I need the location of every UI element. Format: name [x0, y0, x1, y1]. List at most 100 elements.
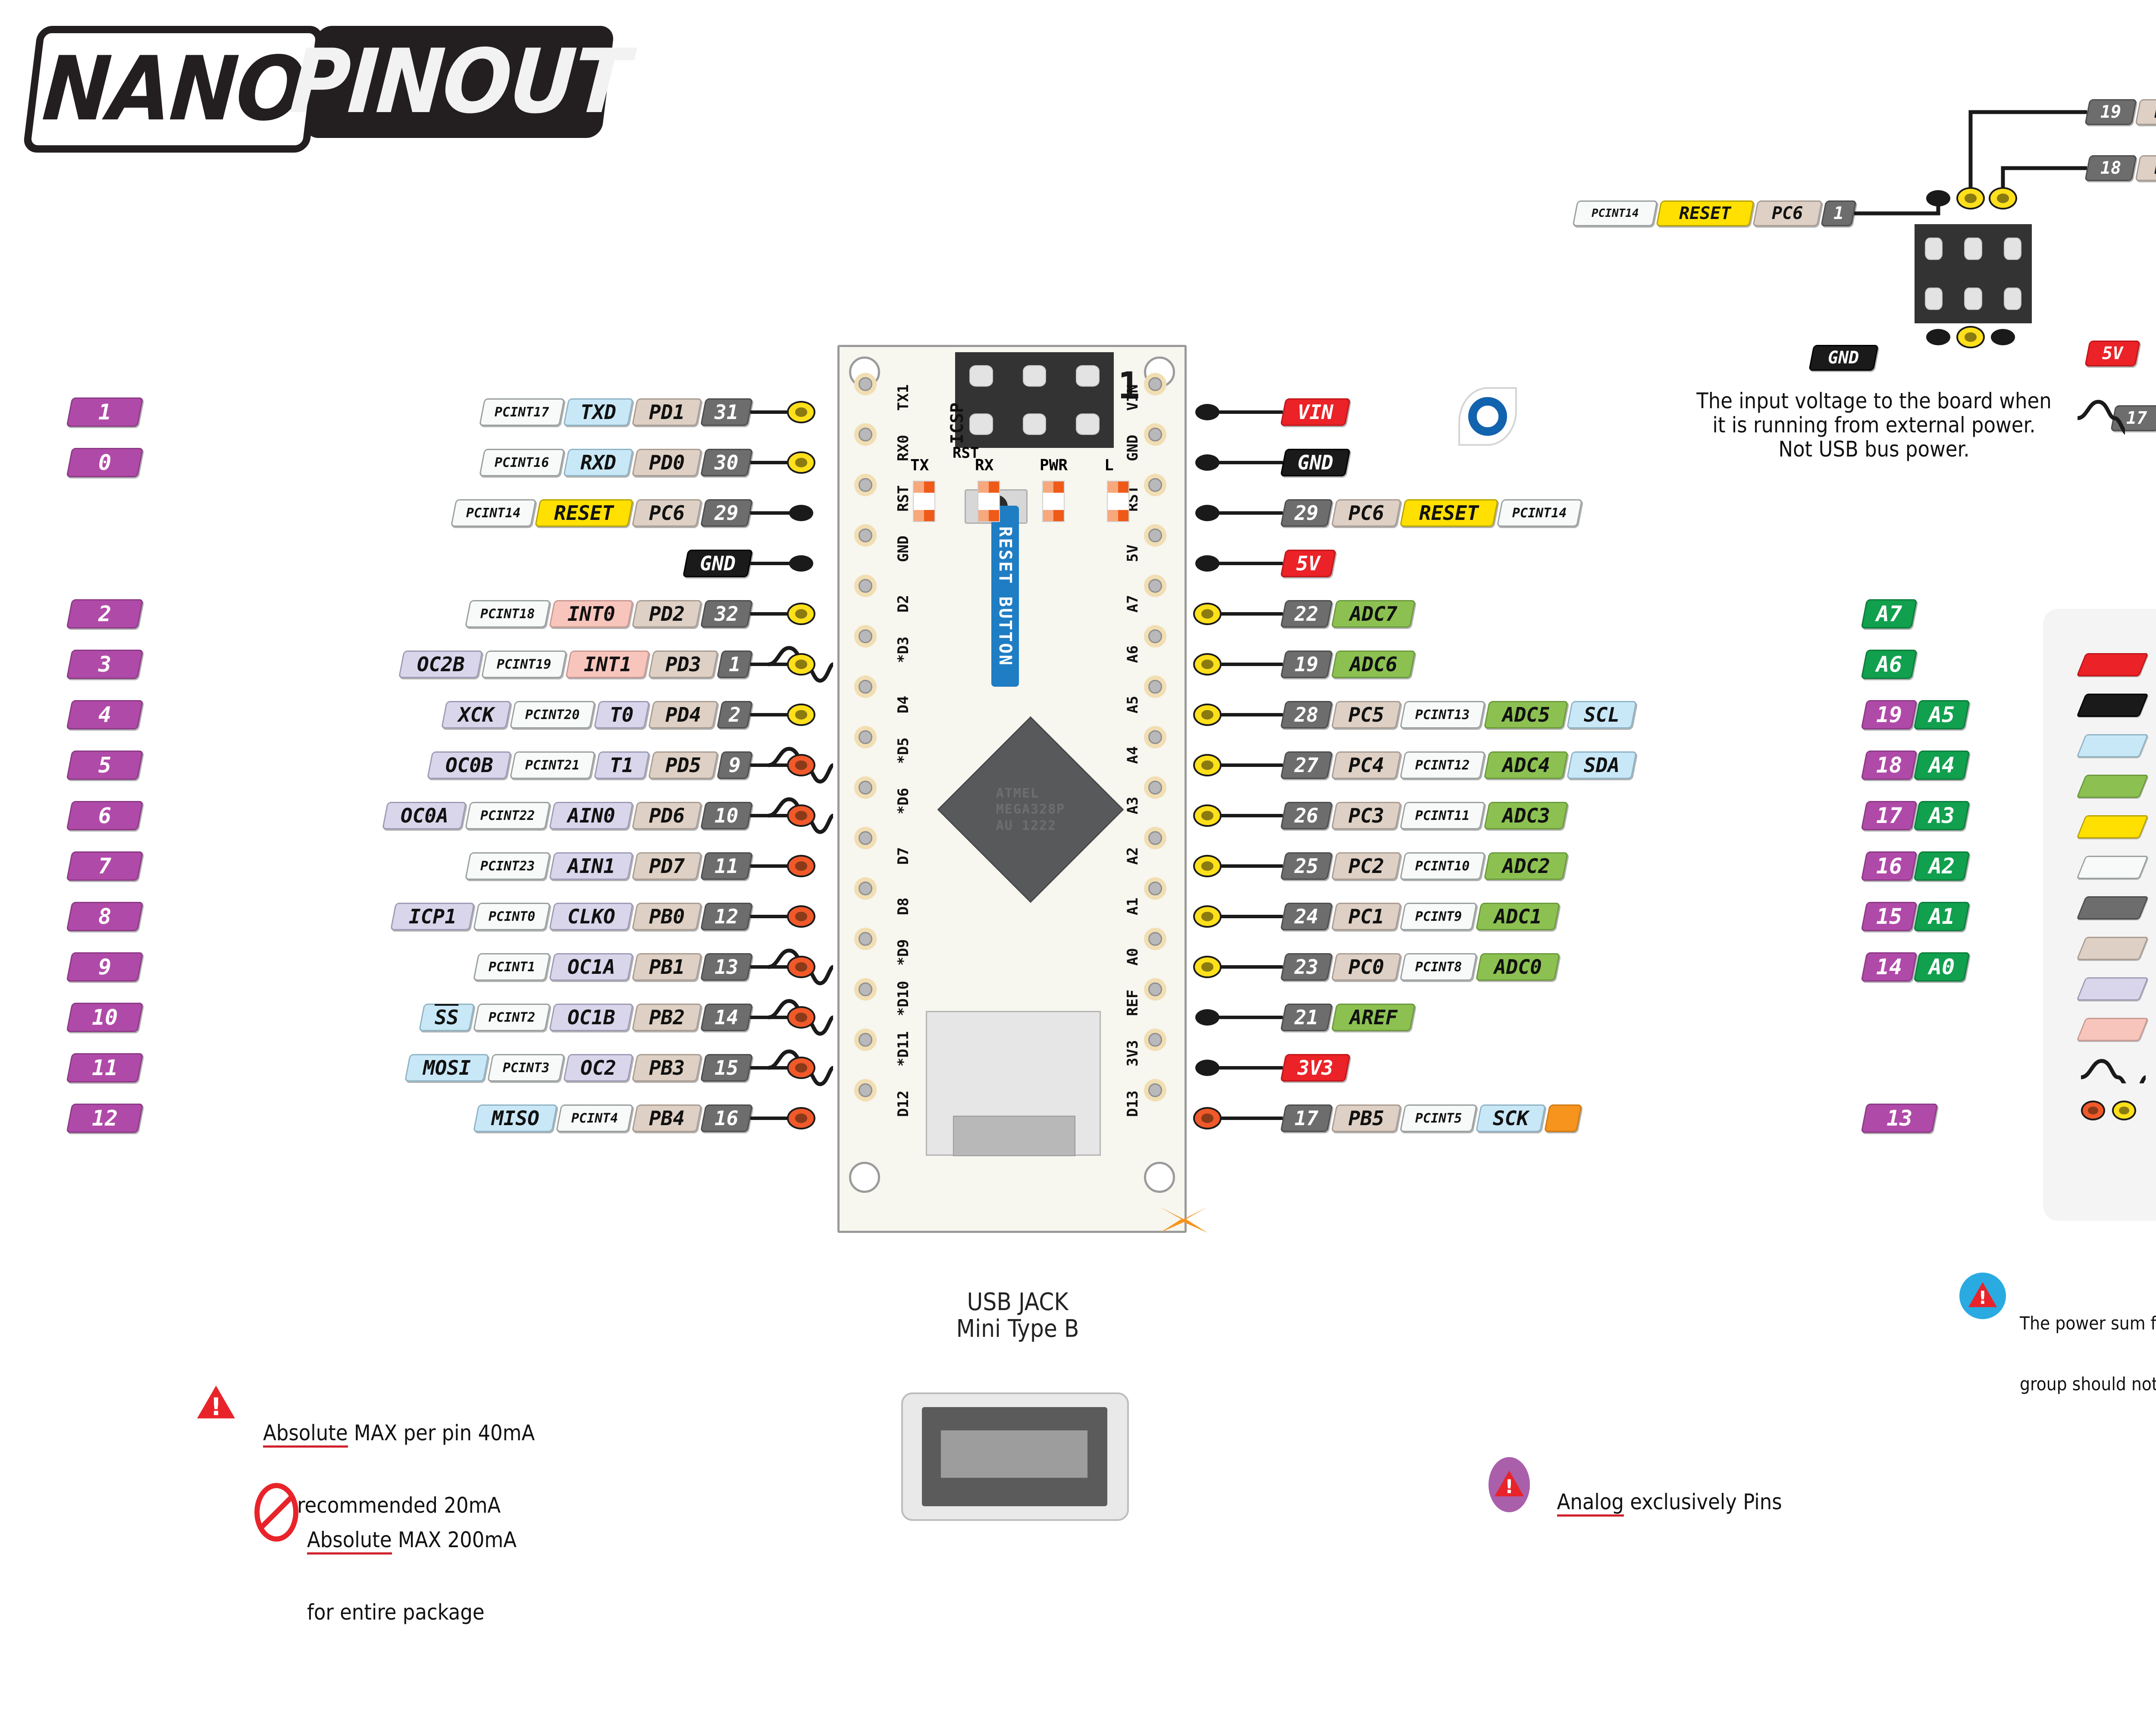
pin-tag-pcint17: PCINT17 [479, 398, 565, 426]
pin-tag-pcint4: PCINT4 [555, 1104, 634, 1132]
pin-tag-pb4: PB4 [631, 1104, 702, 1132]
pin-tag-vin: VIN [1280, 398, 1351, 426]
pin-tag-pcint3: PCINT3 [487, 1054, 565, 1082]
pin-tag-pcint13: PCINT13 [1399, 701, 1486, 729]
pin-tag-pcint19: PCINT19 [481, 651, 567, 678]
pin-tag-pc6: PC6 [1752, 200, 1823, 226]
pin-tag-oc0a: OC0A [382, 802, 467, 829]
mount-hole-br [1144, 1162, 1175, 1193]
connector-line [750, 864, 801, 868]
analog-pin-badge-A6: A6 [1861, 650, 1918, 679]
warning-triangle-icon-1 [195, 1375, 237, 1432]
vin-note-line-3: Not USB bus power. [1778, 437, 1970, 462]
digital-pin-badge-12: 12 [66, 1104, 144, 1133]
warning-circle-powersum [1959, 1273, 2006, 1319]
pad-orange [787, 956, 815, 978]
pad-yellow [1956, 187, 1985, 210]
connector-line [1207, 864, 1283, 868]
board-pad-left-D11 [854, 1029, 877, 1051]
pin-tag-aref: AREF [1331, 1004, 1416, 1031]
board-pad-left-GND [854, 524, 877, 547]
pin-tag-pcint20: PCINT20 [509, 701, 596, 729]
board-label-right-5V: 5V [1124, 544, 1141, 562]
arduino-nano-board: ICSP 1 ATMEL MEGA328P AU 1222 RESET BUTTON… [837, 345, 1187, 1233]
power-sum-line1: The power sum for each pin’s [2020, 1313, 2156, 1334]
pad-yellow [1193, 603, 1222, 625]
usb-jack-line1: USB JACK [967, 1288, 1069, 1316]
legend-row-power: Power [2076, 652, 2156, 678]
pin-tag-pc2: PC2 [1331, 852, 1402, 880]
pin-tag-31: 31 [700, 398, 753, 426]
legend-pad-orange [2081, 1101, 2105, 1120]
board-pad-left-D9 [854, 928, 877, 950]
board-rst-label: RST [953, 444, 979, 462]
pad-yellow [1193, 905, 1222, 928]
board-label-right-A4: A4 [1124, 746, 1141, 764]
pad-black [1926, 190, 1950, 206]
pad-yellow [1193, 804, 1222, 827]
board-pad-right-VIN [1144, 373, 1166, 395]
pin-tag-mosi: MOSI [404, 1054, 489, 1082]
pwm-wave-icon [2078, 400, 2125, 435]
analog-pin-badge-13: 13 [1861, 1104, 1938, 1133]
pin-tag-pcint22: PCINT22 [464, 802, 551, 829]
pin-tag-14: 14 [700, 1004, 753, 1031]
connector-line [1207, 1016, 1283, 1019]
connector-line [1207, 461, 1283, 464]
board-label-left-D4: D4 [895, 696, 912, 713]
connector-line [750, 461, 801, 464]
pad-yellow [787, 451, 815, 474]
prohibited-icon [254, 1483, 298, 1542]
connector-line [1207, 1117, 1283, 1120]
pad-yellow [1956, 326, 1985, 348]
pin-tag-pcint9: PCINT9 [1399, 903, 1478, 930]
connector-line [1207, 763, 1283, 767]
connector-line [1207, 562, 1283, 565]
legend-swatch [2076, 653, 2149, 676]
pin-tag-reset: RESET [534, 499, 634, 527]
pwm-wave-icon [2081, 1059, 2146, 1083]
pin-tag-int0: INT0 [548, 600, 634, 628]
board-label-right-A0: A0 [1124, 948, 1141, 966]
pin-tag-pcint10: PCINT10 [1399, 852, 1486, 880]
pin-tag-18: 18 [2084, 155, 2137, 181]
max-per-pin-line2: recommended 20mA [297, 1493, 501, 1518]
pin-tag-2: 2 [716, 701, 753, 729]
digital-pin-badge-6: 6 [66, 801, 144, 830]
pin-tag-adc3: ADC3 [1483, 802, 1569, 829]
reset-button-callout: RESET BUTTON [991, 506, 1019, 687]
max-package-note: Absolute MAX 200mA for entire package [307, 1480, 517, 1648]
legend-swatch [2076, 694, 2149, 717]
board-label-right-A2: A2 [1124, 847, 1141, 865]
pad-black [1991, 329, 2015, 345]
board-label-right-A6: A6 [1124, 645, 1141, 663]
board-label-right-A7: A7 [1124, 595, 1141, 613]
pin-tag-pd5: PD5 [648, 751, 719, 779]
usb-jack-contacts [941, 1430, 1087, 1478]
pad-yellow [1989, 187, 2017, 210]
digital-alias-badge-19: 19 [1861, 700, 1918, 729]
digital-pin-badge-5: 5 [66, 751, 144, 780]
analog-pin-badge-A5: A5 [1913, 700, 1970, 729]
pad-black [1195, 555, 1219, 572]
board-led-label-l: L [1104, 457, 1114, 474]
board-pad-left-RST [854, 474, 877, 496]
legend-swatch [2076, 896, 2149, 920]
digital-pin-badge-9: 9 [66, 952, 144, 982]
pin-tag-pcint16: PCINT16 [479, 449, 565, 476]
board-led-label-pwr: PWR [1040, 457, 1068, 474]
pad-yellow [1193, 956, 1222, 978]
pin-tag-pc6: PC6 [1331, 499, 1402, 527]
pin-tag-t0: T0 [593, 701, 650, 729]
board-pad-left-D6 [854, 776, 877, 799]
title-logo: NANO PINOUT [22, 26, 631, 153]
analog-pin-badge-A2: A2 [1913, 851, 1970, 881]
pin-tag-pc0: PC0 [1331, 953, 1402, 981]
legend-swatch [2076, 937, 2149, 960]
pin-tag-29: 29 [1280, 499, 1333, 527]
board-label-right-VIN: VIN [1124, 384, 1141, 411]
board-pad-right-REF [1144, 978, 1166, 1001]
pin-tag-28: 28 [1280, 701, 1333, 729]
board-pad-right-A7 [1144, 575, 1166, 597]
legend-row-serial-pin: Serial Pin [2076, 733, 2156, 759]
